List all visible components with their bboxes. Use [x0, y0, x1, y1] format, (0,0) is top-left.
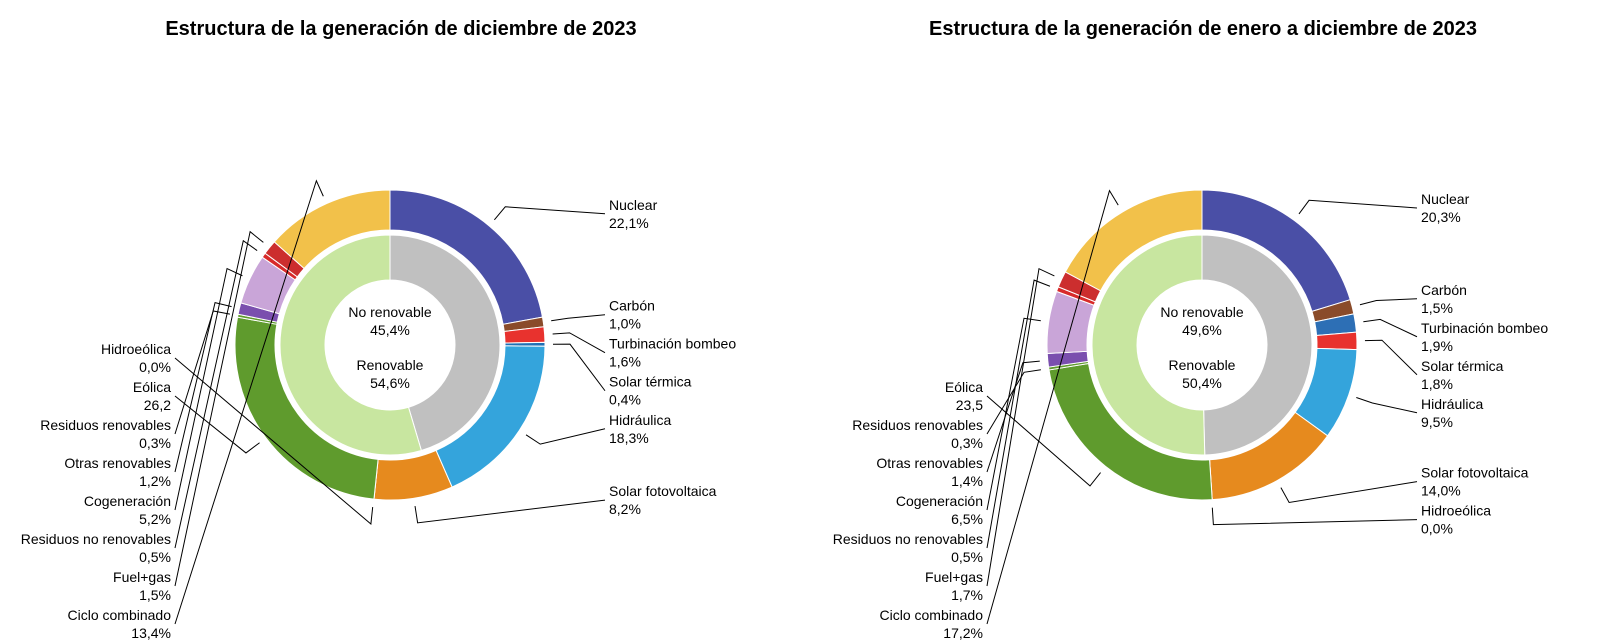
- donut-chart: No renovable 45,4% Renovable 54,6% Nuclear 22…: [0, 0, 802, 644]
- slice-value: 14,0%: [1421, 483, 1461, 499]
- slice-label: Ciclo combinado: [68, 607, 172, 623]
- slice-value: 1,5%: [1421, 300, 1453, 316]
- leader-line: [175, 311, 230, 434]
- slice-value: 0,0%: [139, 359, 171, 375]
- leader-line: [415, 500, 605, 523]
- slice-label: Cogeneración: [84, 493, 171, 509]
- slice-label: Residuos no renovables: [833, 531, 983, 547]
- slice-value: 1,4%: [951, 473, 983, 489]
- leader-line: [553, 344, 605, 391]
- slice-label: Residuos renovables: [40, 417, 171, 433]
- inner-value-no-renovable: 49,6%: [1182, 322, 1222, 338]
- slice-label: Otras renovables: [64, 455, 171, 471]
- slice-value: 22,1%: [609, 215, 649, 231]
- slice-label: Turbinación bombeo: [1421, 320, 1548, 336]
- slice-label: Hidroeólica: [1421, 503, 1491, 519]
- slice-label: Hidráulica: [1421, 396, 1483, 412]
- slice-label: Hidroeólica: [101, 341, 171, 357]
- slice-label: Solar térmica: [1421, 358, 1504, 374]
- slice-value: 13,4%: [131, 625, 171, 641]
- slice-value: 0,4%: [609, 392, 641, 408]
- slice-label: Residuos renovables: [852, 417, 983, 433]
- slice-label: Nuclear: [609, 197, 658, 213]
- leader-line: [1281, 482, 1417, 503]
- slice-label: Turbinación bombeo: [609, 336, 736, 352]
- slice-label: Ciclo combinado: [880, 607, 984, 623]
- slice-label: Solar fotovoltaica: [1421, 465, 1529, 481]
- slice-value: 17,2%: [943, 625, 983, 641]
- slice-value: 0,5%: [139, 549, 171, 565]
- leader-line: [551, 315, 605, 321]
- slice-label: Solar térmica: [609, 374, 692, 390]
- slice-label: Carbón: [1421, 282, 1467, 298]
- inner-value-renovable: 54,6%: [370, 375, 410, 391]
- leader-line: [1365, 340, 1417, 375]
- leader-line: [526, 429, 605, 444]
- slice-label: Carbón: [609, 298, 655, 314]
- inner-label-renovable: Renovable: [1169, 357, 1236, 373]
- leader-line: [987, 269, 1054, 586]
- slice-value: 0,3%: [139, 435, 171, 451]
- slice-label: Otras renovables: [876, 455, 983, 471]
- chart-panel-year: Estructura de la generación de enero a d…: [802, 0, 1604, 644]
- slice-value: 1,9%: [1421, 338, 1453, 354]
- slice-label: Residuos no renovables: [21, 531, 171, 547]
- leader-line: [987, 361, 1040, 472]
- slice-value: 1,2%: [139, 473, 171, 489]
- leader-line: [1356, 398, 1417, 413]
- leader-line: [175, 269, 242, 510]
- leader-line: [1299, 200, 1417, 214]
- leader-line: [1363, 319, 1417, 336]
- slice-value: 1,6%: [609, 354, 641, 370]
- slice-value: 1,5%: [139, 587, 171, 603]
- inner-value-no-renovable: 45,4%: [370, 322, 410, 338]
- slice-label: Cogeneración: [896, 493, 983, 509]
- slice-label: Eólica: [945, 379, 983, 395]
- slice-value: 18,3%: [609, 430, 649, 446]
- leader-line: [553, 333, 605, 353]
- slice-label: Eólica: [133, 379, 171, 395]
- slice-label: Fuel+gas: [925, 569, 983, 585]
- slice-value: 26,2: [144, 397, 171, 413]
- leader-line: [1212, 508, 1417, 525]
- chart-panel-december: Estructura de la generación de diciembre…: [0, 0, 802, 644]
- slice-label: Fuel+gas: [113, 569, 171, 585]
- slice-value: 8,2%: [609, 501, 641, 517]
- slice-solar-t-rmica: [1317, 332, 1357, 349]
- page: Estructura de la generación de diciembre…: [0, 0, 1604, 644]
- slice-label: Solar fotovoltaica: [609, 483, 717, 499]
- slice-label: Hidráulica: [609, 412, 671, 428]
- slice-value: 0,5%: [951, 549, 983, 565]
- inner-label-renovable: Renovable: [357, 357, 424, 373]
- slice-value: 9,5%: [1421, 414, 1453, 430]
- slice-label: Nuclear: [1421, 191, 1470, 207]
- slice-value: 1,8%: [1421, 376, 1453, 392]
- inner-label-no-renovable: No renovable: [1160, 304, 1243, 320]
- slice-value: 0,3%: [951, 435, 983, 451]
- donut-chart: No renovable 49,6% Renovable 50,4% Nuclear 20…: [802, 0, 1604, 644]
- slice-value: 23,5: [956, 397, 983, 413]
- leader-line: [175, 303, 232, 472]
- leader-line: [1360, 299, 1417, 305]
- slice-value: 20,3%: [1421, 209, 1461, 225]
- slice-value: 1,0%: [609, 316, 641, 332]
- slice-value: 6,5%: [951, 511, 983, 527]
- slice-value: 1,7%: [951, 587, 983, 603]
- slice-value: 5,2%: [139, 511, 171, 527]
- slice-value: 0,0%: [1421, 521, 1453, 537]
- leader-line: [494, 207, 605, 220]
- inner-label-no-renovable: No renovable: [348, 304, 431, 320]
- inner-value-renovable: 50,4%: [1182, 375, 1222, 391]
- leader-line: [987, 318, 1041, 510]
